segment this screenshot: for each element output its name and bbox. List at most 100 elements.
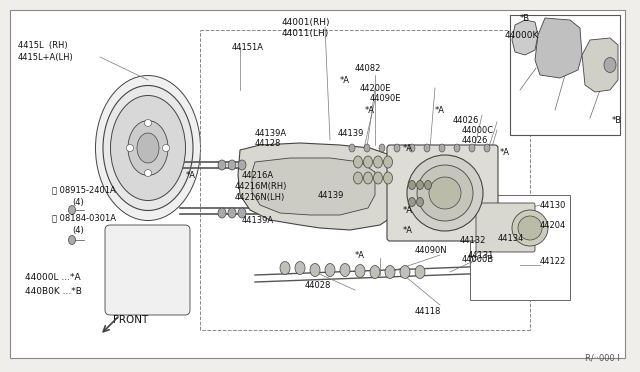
Ellipse shape — [400, 266, 410, 279]
Text: 44000C: 44000C — [462, 125, 494, 135]
Ellipse shape — [228, 160, 236, 170]
Ellipse shape — [295, 262, 305, 275]
FancyBboxPatch shape — [476, 203, 535, 252]
Text: 44130: 44130 — [540, 201, 566, 209]
Ellipse shape — [353, 156, 362, 168]
Ellipse shape — [454, 144, 460, 152]
Text: *A: *A — [355, 250, 365, 260]
Ellipse shape — [353, 172, 362, 184]
Ellipse shape — [385, 266, 395, 279]
Text: 44000K: 44000K — [505, 31, 540, 39]
Ellipse shape — [349, 144, 355, 152]
Text: (4): (4) — [72, 198, 84, 206]
Text: 44000L ...*A: 44000L ...*A — [25, 273, 81, 282]
Text: *A: *A — [403, 144, 413, 153]
Text: *A: *A — [186, 170, 196, 180]
Text: 44139A: 44139A — [242, 215, 274, 224]
Text: 44139: 44139 — [318, 190, 344, 199]
Ellipse shape — [280, 262, 290, 275]
Ellipse shape — [408, 198, 415, 206]
Text: 44139: 44139 — [338, 128, 364, 138]
Text: 44001(RH): 44001(RH) — [282, 17, 330, 26]
Ellipse shape — [383, 172, 392, 184]
FancyBboxPatch shape — [105, 225, 190, 315]
Ellipse shape — [103, 86, 193, 211]
Ellipse shape — [424, 144, 430, 152]
Ellipse shape — [409, 144, 415, 152]
Ellipse shape — [364, 172, 372, 184]
Bar — [510, 15, 620, 135]
Text: 44216A: 44216A — [242, 170, 274, 180]
Circle shape — [163, 144, 170, 151]
FancyBboxPatch shape — [387, 145, 498, 241]
Ellipse shape — [137, 133, 159, 163]
Ellipse shape — [417, 180, 424, 189]
Text: 44128: 44128 — [255, 138, 282, 148]
Ellipse shape — [364, 144, 370, 152]
Text: 44134: 44134 — [498, 234, 524, 243]
Circle shape — [145, 119, 152, 126]
Text: *A: *A — [403, 225, 413, 234]
Ellipse shape — [355, 264, 365, 278]
Ellipse shape — [469, 144, 475, 152]
Ellipse shape — [417, 198, 424, 206]
Text: Ⓟ 08915-2401A: Ⓟ 08915-2401A — [52, 186, 116, 195]
Circle shape — [417, 165, 473, 221]
Circle shape — [145, 170, 152, 176]
Ellipse shape — [238, 208, 246, 218]
Text: *B: *B — [520, 13, 530, 22]
Circle shape — [512, 210, 548, 246]
Text: *A: *A — [500, 148, 510, 157]
Text: *A: *A — [435, 106, 445, 115]
Text: FRONT: FRONT — [113, 315, 148, 325]
Text: 440B0K ...*B: 440B0K ...*B — [25, 288, 82, 296]
Ellipse shape — [128, 121, 168, 176]
Ellipse shape — [374, 172, 383, 184]
Text: *A: *A — [365, 106, 375, 115]
Text: 44200E: 44200E — [360, 83, 392, 93]
Ellipse shape — [439, 144, 445, 152]
Polygon shape — [512, 20, 538, 55]
Ellipse shape — [310, 263, 320, 276]
Ellipse shape — [394, 144, 400, 152]
Text: 44011(LH): 44011(LH) — [282, 29, 329, 38]
Text: 44026: 44026 — [462, 135, 488, 144]
Ellipse shape — [604, 58, 616, 73]
Ellipse shape — [68, 205, 76, 215]
Ellipse shape — [95, 76, 200, 221]
Ellipse shape — [484, 144, 490, 152]
Ellipse shape — [370, 266, 380, 279]
Text: R/··000 I: R/··000 I — [585, 353, 620, 362]
Ellipse shape — [383, 156, 392, 168]
Text: 44131: 44131 — [468, 250, 494, 260]
Ellipse shape — [111, 96, 186, 201]
Text: 4415L  (RH): 4415L (RH) — [18, 41, 68, 49]
Ellipse shape — [374, 156, 383, 168]
Ellipse shape — [228, 208, 236, 218]
Text: 44026: 44026 — [453, 115, 479, 125]
Text: 44204: 44204 — [540, 221, 566, 230]
Text: (4): (4) — [72, 225, 84, 234]
Ellipse shape — [408, 180, 415, 189]
Text: 44090E: 44090E — [370, 93, 401, 103]
Polygon shape — [582, 38, 618, 92]
Circle shape — [407, 155, 483, 231]
Text: 44000B: 44000B — [462, 256, 494, 264]
Ellipse shape — [325, 263, 335, 276]
Ellipse shape — [364, 156, 372, 168]
Bar — [470, 195, 570, 300]
Text: 44122: 44122 — [540, 257, 566, 266]
Ellipse shape — [340, 263, 350, 276]
Text: *A: *A — [340, 76, 350, 84]
Text: 44151A: 44151A — [232, 42, 264, 51]
Polygon shape — [535, 18, 582, 78]
Text: 4415L+A(LH): 4415L+A(LH) — [18, 52, 74, 61]
Circle shape — [127, 144, 134, 151]
Ellipse shape — [218, 208, 226, 218]
Text: *B: *B — [612, 115, 622, 125]
Text: 44216M(RH): 44216M(RH) — [235, 182, 287, 190]
Text: 44118: 44118 — [415, 308, 442, 317]
Text: Ⓑ 08184-0301A: Ⓑ 08184-0301A — [52, 214, 116, 222]
Ellipse shape — [68, 235, 76, 244]
Polygon shape — [252, 158, 375, 215]
